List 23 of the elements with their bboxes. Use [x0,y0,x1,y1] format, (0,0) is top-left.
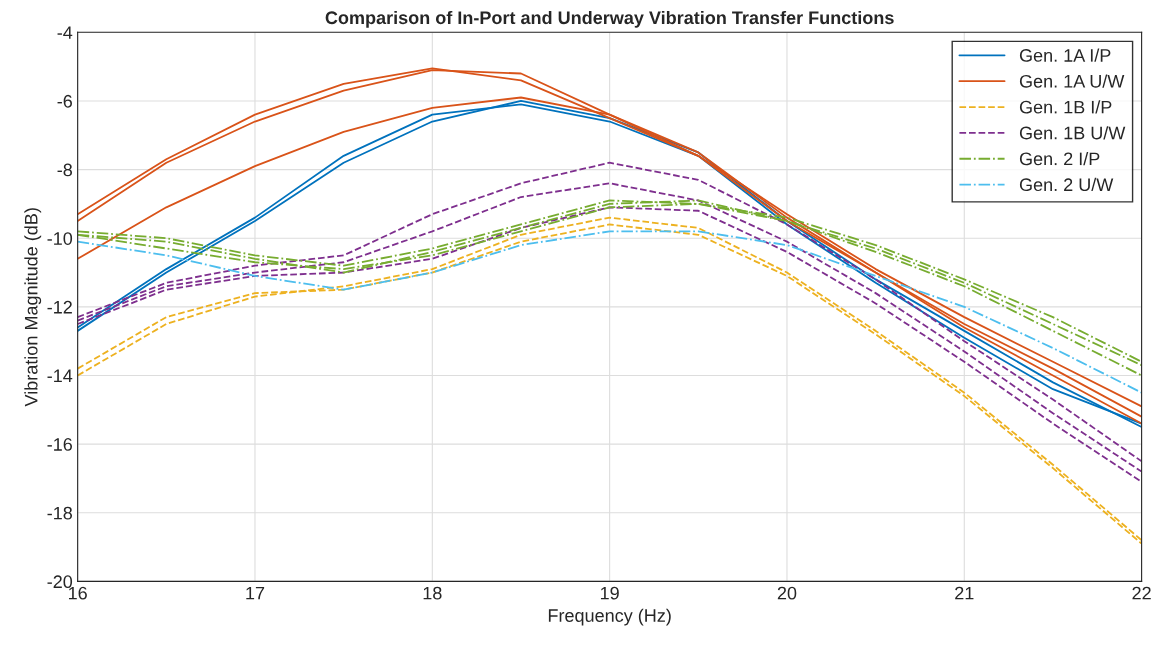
x-tick-label: 19 [600,586,619,600]
y-tick-label: -16 [47,438,72,451]
legend-label: Gen. 2 I/P [1019,151,1100,166]
y-tick-label: -6 [57,94,72,108]
y-tick-label: -12 [47,300,72,314]
legend-label: Gen. 2 U/W [1019,177,1114,192]
x-tick-label: 22 [1132,586,1151,600]
y-tick-label: -8 [57,163,73,177]
y-tick-label: -4 [57,26,73,39]
y-axis-title: Vibration Magnitude (dB) [24,208,42,407]
x-tick-label: 21 [955,586,974,600]
y-tick-label: -14 [47,369,73,383]
y-tick-label: -18 [47,506,73,520]
chart-title: Comparison of In-Port and Underway Vibration Transfer Functions [325,10,894,28]
x-axis-title: Frequency (Hz) [548,608,671,626]
x-tick-label: 17 [246,586,265,600]
x-tick-label: 20 [777,586,797,600]
x-tick-label: 18 [423,586,442,600]
legend-label: Gen. 1B I/P [1019,100,1112,114]
legend-label: Gen. 1A U/W [1019,74,1125,88]
legend-label: Gen. 1A I/P [1019,48,1111,62]
legend-label: Gen. 1B U/W [1019,126,1126,140]
y-tick-label: -10 [47,232,73,245]
